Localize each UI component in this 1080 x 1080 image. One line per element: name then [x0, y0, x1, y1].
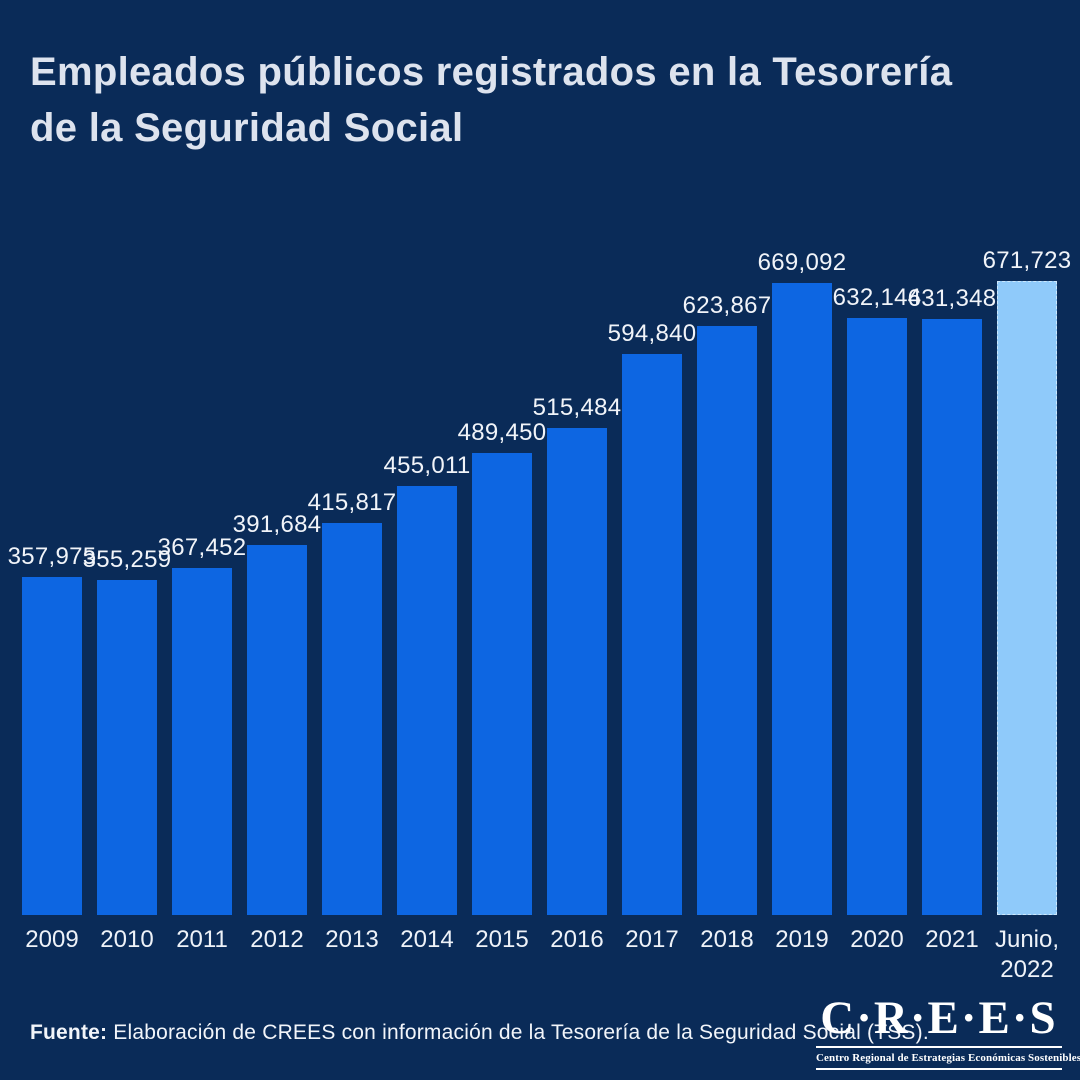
x-axis-label: 2017 — [625, 926, 679, 953]
x-axis-label: 2021 — [925, 926, 979, 953]
source-note: Fuente: Elaboración de CREES con informa… — [30, 1021, 929, 1045]
chart-title-line1: Empleados públicos registrados en la Tes… — [30, 50, 953, 94]
x-axis-label: 2010 — [100, 926, 154, 953]
x-axis-label: 2016 — [550, 926, 604, 953]
x-axis-label: 2011 — [176, 926, 228, 953]
x-axis-label: Junio, 2022 — [994, 926, 1060, 983]
bar-value-label: 355,259 — [82, 546, 172, 573]
crees-logo: C·R·E·E·S Centro Regional de Estrategias… — [816, 992, 1080, 1070]
bar-2010: 355,259 2010 — [83, 546, 172, 953]
x-axis-label: 2014 — [400, 926, 454, 953]
bar-value-label: 489,450 — [457, 419, 547, 446]
x-axis-label: 2019 — [775, 926, 829, 953]
crees-logo-tagline: Centro Regional de Estrategias Económica… — [816, 1052, 1080, 1064]
bar-value-label: 367,452 — [157, 534, 247, 561]
bar-value-label: 357,975 — [7, 543, 97, 570]
bar-value-label: 671,723 — [982, 247, 1072, 274]
bar-2020: 632,144 2020 — [833, 284, 922, 953]
bar-2016: 515,484 2016 — [533, 394, 622, 953]
bar-2017: 594,840 2017 — [608, 320, 697, 953]
bar-value-label: 631,348 — [907, 285, 997, 312]
bar-value-label: 415,817 — [307, 489, 397, 516]
bar-Junio-2022: 671,723 Junio, 2022 — [983, 247, 1072, 983]
bar-value-label: 594,840 — [607, 320, 697, 347]
bar-2013: 415,817 2013 — [308, 489, 397, 953]
x-axis-label: 2018 — [700, 926, 754, 953]
bar-value-label: 391,684 — [232, 511, 322, 538]
chart-title-line2: de la Seguridad Social — [30, 106, 464, 150]
x-axis-label: 2015 — [475, 926, 529, 953]
source-label: Fuente: — [30, 1021, 108, 1044]
bar-2014: 455,011 2014 — [383, 452, 470, 953]
x-axis-label: 2012 — [250, 926, 304, 953]
x-axis-label: 2020 — [850, 926, 904, 953]
bar-2012: 391,684 2012 — [233, 511, 322, 953]
chart-title: Empleados públicos registrados en la Tes… — [30, 44, 1050, 156]
x-axis-label: 2009 — [25, 926, 79, 953]
bar-2009: 357,975 2009 — [8, 543, 97, 953]
crees-logo-rule-bottom — [816, 1068, 1062, 1070]
bar-value-label: 669,092 — [757, 249, 847, 276]
bar-chart: 357,975 2009 355,259 2010 367,452 2011 391,684… — [8, 247, 1072, 983]
crees-logo-rule-top — [816, 1046, 1062, 1048]
crees-logo-wordmark: C·R·E·E·S — [820, 992, 1058, 1044]
bar-value-label: 515,484 — [532, 394, 622, 421]
bar-2011: 367,452 2011 — [158, 534, 247, 953]
bar-value-label: 455,011 — [383, 452, 471, 479]
source-text: Elaboración de CREES con información de … — [107, 1021, 929, 1044]
bar-value-label: 623,867 — [682, 292, 772, 319]
bar-2019: 669,092 2019 — [758, 249, 847, 953]
bar-2018: 623,867 2018 — [683, 292, 772, 953]
bar-2021: 631,348 2021 — [908, 285, 997, 953]
bar-value-label: 632,144 — [832, 284, 922, 311]
bar-2015: 489,450 2015 — [458, 419, 547, 953]
x-axis-label: 2013 — [325, 926, 379, 953]
